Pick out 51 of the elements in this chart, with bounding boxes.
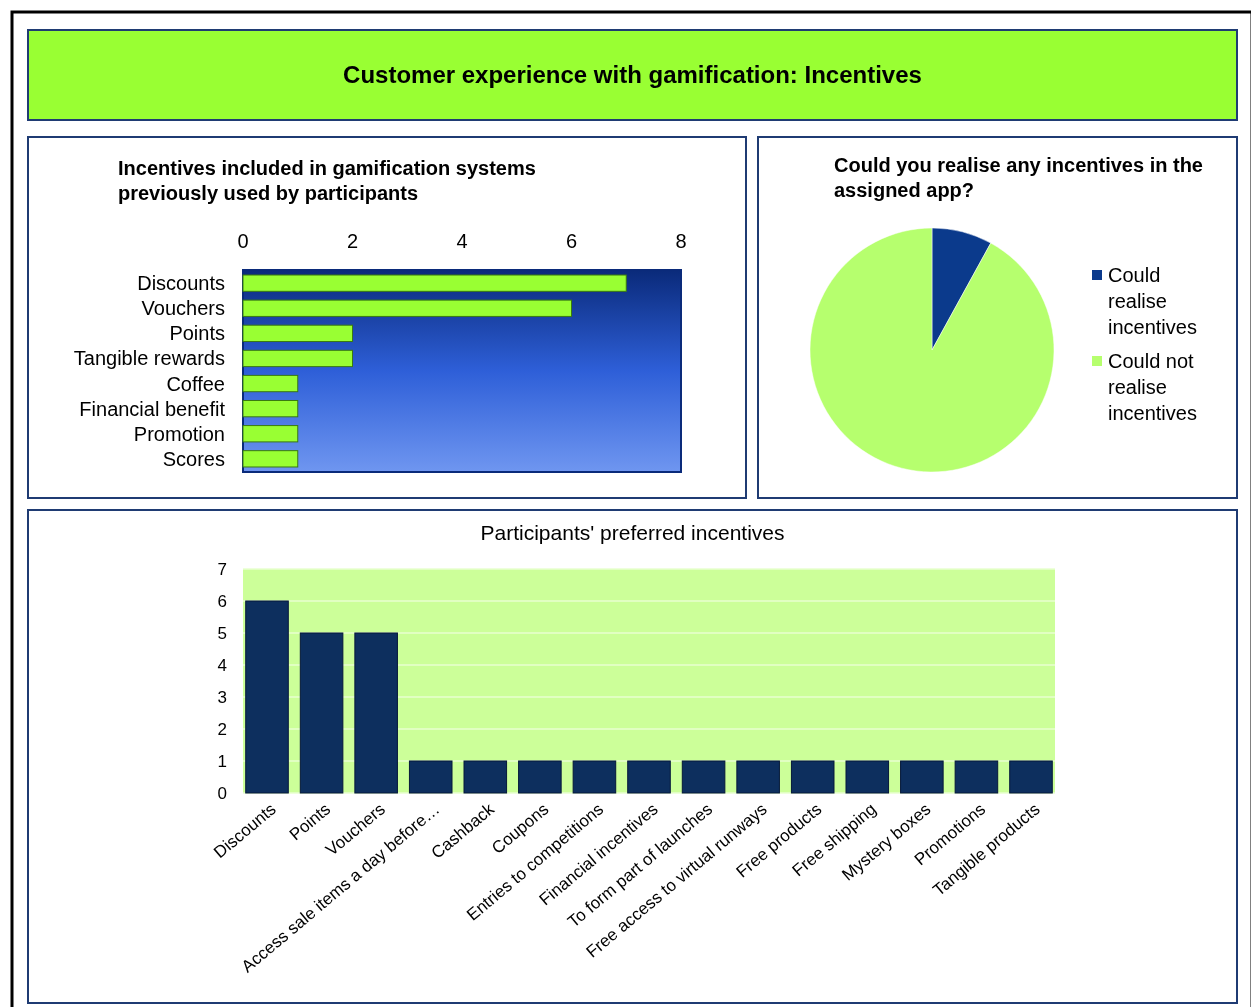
bar bbox=[408, 760, 453, 794]
chart-title: Could you realise any incentives in the assigned app? bbox=[834, 154, 1203, 201]
bar bbox=[299, 632, 344, 794]
y-tick-label: 4 bbox=[217, 656, 227, 675]
bar bbox=[518, 760, 562, 794]
y-tick-label: Coffee bbox=[166, 372, 225, 395]
x-tick-label: 6 bbox=[565, 230, 578, 252]
x-tick-label: 8 bbox=[675, 230, 687, 252]
bar bbox=[572, 760, 617, 794]
bar bbox=[242, 374, 299, 393]
bar bbox=[242, 399, 299, 418]
chart-title: Participants' preferred incentives bbox=[480, 521, 785, 544]
bar bbox=[790, 760, 835, 794]
bar bbox=[681, 760, 726, 794]
y-tick-label: 0 bbox=[217, 784, 227, 803]
y-tick-label: Tangible rewards bbox=[73, 347, 225, 370]
y-tick-label: Financial benefit bbox=[79, 397, 226, 420]
chart-title: Incentives included in gamification systems previously used by participants bbox=[118, 157, 536, 204]
y-tick-label: 6 bbox=[217, 592, 227, 611]
bar bbox=[242, 274, 627, 292]
text: Customer experience with gamification: Incentives bbox=[343, 61, 922, 88]
bar bbox=[245, 600, 289, 794]
bar bbox=[627, 760, 671, 794]
y-tick-label: Discounts bbox=[137, 272, 225, 295]
x-tick-label: 2 bbox=[346, 230, 359, 252]
x-tick-label: 4 bbox=[456, 230, 468, 252]
y-tick-label: 1 bbox=[217, 752, 227, 771]
bar bbox=[242, 450, 299, 468]
bar bbox=[463, 760, 508, 794]
legend-label: Could not realise incentives bbox=[1108, 350, 1197, 424]
bar bbox=[1009, 760, 1053, 794]
bar bbox=[845, 760, 890, 794]
bar bbox=[736, 760, 780, 794]
y-tick-label: Points bbox=[169, 322, 225, 345]
bar bbox=[900, 760, 944, 794]
y-tick-label: Vouchers bbox=[141, 297, 225, 320]
legend-label: Could realise incentives bbox=[1108, 264, 1197, 338]
bar bbox=[242, 299, 572, 317]
y-tick-label: 3 bbox=[217, 688, 227, 707]
x-tick-label: 0 bbox=[237, 230, 249, 252]
pie-slice bbox=[809, 227, 1055, 473]
y-tick-label: 2 bbox=[217, 720, 227, 739]
bar bbox=[242, 324, 353, 343]
y-tick-label: Scores bbox=[162, 447, 225, 470]
y-tick-label: 7 bbox=[217, 560, 227, 579]
y-tick-label: 5 bbox=[217, 624, 227, 643]
bar bbox=[354, 632, 398, 794]
bar bbox=[242, 425, 299, 443]
bar bbox=[954, 760, 999, 794]
y-tick-label: Promotion bbox=[133, 422, 225, 445]
bar bbox=[242, 349, 353, 368]
